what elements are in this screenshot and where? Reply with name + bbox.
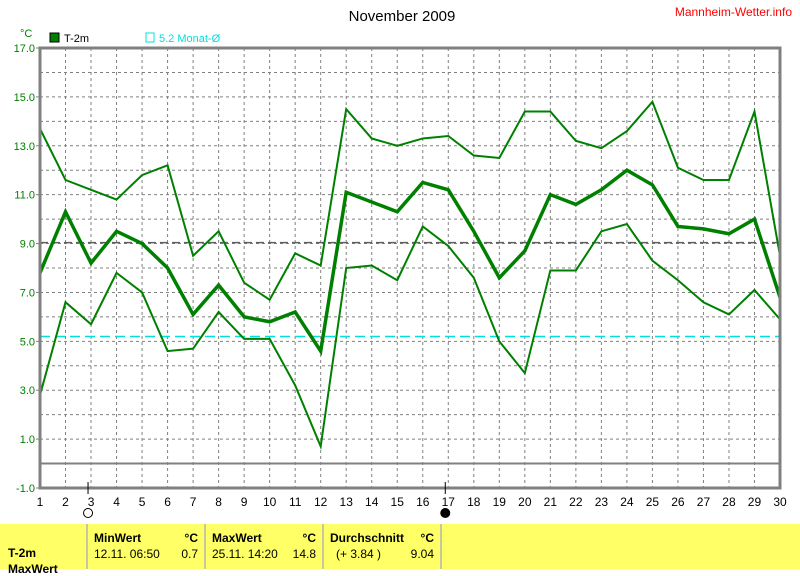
legend-ref-swatch [145,32,155,43]
stats-row-label: T-2m [8,546,37,560]
x-tick-label: 26 [671,495,685,509]
avg-header: Durchschnitt [330,531,405,545]
x-tick-label: 28 [722,495,736,509]
x-tick-label: 22 [569,495,583,509]
avg-deviation: (+ 3.84 ) [336,547,382,561]
min-date: 12.11. 06:50 [94,547,160,561]
x-tick-label: 27 [697,495,711,509]
y-tick-label: 7.0 [20,287,35,299]
max-date: 25.11. 14:20 [212,547,278,561]
avg-value: 9.04 [410,547,434,561]
x-tick-label: 18 [467,495,481,509]
brand-link[interactable]: Mannheim-Wetter.info [675,5,792,19]
y-tick-label: -1.0 [16,483,35,495]
x-tick-label: 5 [139,495,146,509]
series-max-line [39,99,781,302]
y-tick-label: 3.0 [20,385,35,397]
temperature-chart: November 2009 Mannheim-Wetter.info °C T-… [14,5,792,518]
new-moon-icon [83,508,94,518]
x-tick-label: 4 [113,495,120,509]
x-tick-label: 16 [416,495,430,509]
legend-series-swatch [49,32,60,43]
x-tick-label: 13 [340,495,354,509]
max-value: 14.8 [292,547,316,561]
legend-series-label: T-2m [64,33,89,45]
y-tick-label: 5.0 [20,336,35,348]
x-tick-label: 11 [289,495,302,509]
x-tick-label: 12 [314,495,328,509]
max-unit: °C [302,531,316,545]
x-tick-label: 10 [263,495,277,509]
avg-unit: °C [420,531,434,545]
y-tick-label: 15.0 [14,92,35,104]
x-tick-label: 21 [544,495,558,509]
x-tick-label: 17 [442,495,456,509]
stats-panel: T-2m MaxWert MinWert °C 12.11. 06:50 0.7… [0,524,800,576]
min-header: MinWert [94,531,142,545]
x-tick-label: 30 [773,495,787,509]
x-tick-label: 2 [62,495,69,509]
x-tick-label: 9 [241,495,248,509]
x-tick-label: 23 [595,495,609,509]
x-tick-label: 19 [493,495,507,509]
x-tick-label: 25 [646,495,660,509]
min-unit: °C [184,531,198,545]
x-tick-label: 20 [518,495,532,509]
x-tick-label: 7 [190,495,197,509]
y-tick-label: 1.0 [20,434,35,446]
x-tick-label: 1 [37,495,44,509]
legend-ref-label: 5.2 Monat-Ø [159,33,221,45]
series-mean-line [38,168,782,356]
y-tick-label: 11.0 [14,190,35,202]
x-tick-label: 15 [391,495,405,509]
x-tick-label: 6 [164,495,171,509]
chart-title: November 2009 [349,8,456,25]
x-tick-label: 29 [748,495,762,509]
max-header: MaxWert [212,531,262,545]
series-min-line [39,222,781,451]
x-tick-label: 24 [620,495,634,509]
stats-row2-label: MaxWert [8,562,58,576]
unit-label: °C [20,28,32,40]
min-value: 0.7 [181,547,198,561]
y-tick-label: 17.0 [14,43,35,55]
x-tick-label: 3 [88,495,95,509]
y-tick-label: 13.0 [14,141,35,153]
x-tick-label: 8 [215,495,222,509]
plot-frame [38,46,782,490]
full-moon-icon [440,508,451,518]
y-tick-label: 9.0 [20,239,35,251]
x-tick-label: 14 [365,495,379,509]
